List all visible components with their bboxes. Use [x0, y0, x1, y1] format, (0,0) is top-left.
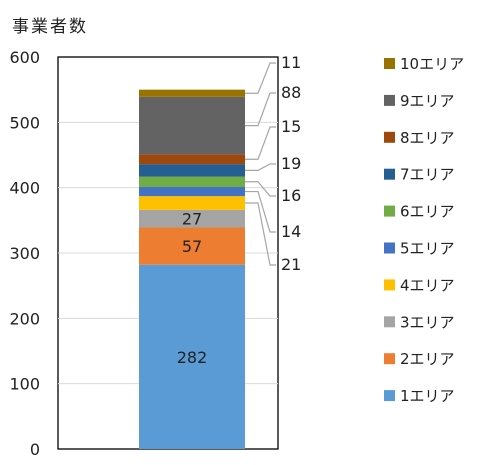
legend-label: 5エリア [400, 240, 455, 258]
bar-segment [139, 264, 245, 449]
leader-line [245, 126, 276, 160]
legend-swatch [384, 131, 395, 143]
legend-label: 2エリア [400, 350, 455, 368]
legend-item: 7エリア [384, 166, 455, 184]
y-axis-title: 事業者数 [12, 17, 88, 37]
data-label: 57 [182, 237, 202, 256]
bar-segment [139, 187, 245, 197]
legend-label: 8エリア [400, 129, 455, 147]
legend-swatch [384, 58, 395, 69]
data-label: 19 [281, 154, 301, 173]
data-label: 88 [281, 83, 301, 102]
legend-swatch [384, 242, 395, 254]
data-label: 11 [281, 53, 301, 72]
y-tick-label: 100 [9, 375, 40, 394]
legend-swatch [384, 168, 395, 180]
legend-swatch [384, 316, 395, 328]
legend-item: 2エリア [384, 350, 455, 368]
legend-item: 8エリア [384, 129, 455, 147]
bar-segment [139, 196, 245, 210]
bar-segment [139, 154, 245, 165]
leader-line [245, 190, 276, 233]
leader-line [245, 181, 276, 197]
legend-item: 5エリア [384, 240, 455, 258]
legend-label: 10エリア [400, 55, 464, 73]
bar-segment [139, 176, 245, 188]
bar-segment [139, 96, 245, 155]
data-label: 14 [281, 222, 301, 241]
legend-label: 9エリア [400, 92, 455, 110]
data-label: 282 [177, 348, 208, 367]
legend-label: 7エリア [400, 166, 455, 184]
legend-label: 4エリア [400, 276, 455, 294]
leader-line [245, 92, 276, 127]
legend-item: 1エリア [384, 387, 455, 405]
y-tick-label: 200 [9, 309, 40, 328]
legend-swatch [384, 205, 395, 217]
legend-item: 9エリア [384, 92, 455, 110]
data-label: 15 [281, 117, 301, 136]
leader-line [245, 202, 276, 266]
legend-item: 4エリア [384, 276, 455, 294]
data-label: 21 [281, 255, 301, 274]
legend-item: 10エリア [384, 55, 464, 73]
y-tick-label: 600 [9, 48, 40, 67]
y-tick-label: 0 [30, 440, 40, 459]
legend-swatch [384, 279, 395, 291]
legend-label: 3エリア [400, 313, 455, 331]
bar-segment [139, 89, 245, 97]
bar-segment [139, 227, 245, 265]
y-tick-label: 400 [9, 179, 40, 198]
leader-line [245, 62, 276, 94]
data-label: 27 [182, 210, 202, 229]
leader-line [245, 163, 276, 171]
legend-swatch [384, 390, 395, 402]
legend-swatch [384, 353, 395, 365]
legend-swatch [384, 94, 395, 106]
legend-item: 3エリア [384, 313, 455, 331]
legend-item: 6エリア [384, 203, 455, 221]
data-label: 16 [281, 186, 301, 205]
bar-segment [139, 164, 245, 177]
y-tick-label: 300 [9, 244, 40, 263]
y-tick-label: 500 [9, 113, 40, 132]
legend-label: 6エリア [400, 203, 455, 221]
legend-label: 1エリア [400, 387, 455, 405]
bar-segment [139, 209, 245, 228]
